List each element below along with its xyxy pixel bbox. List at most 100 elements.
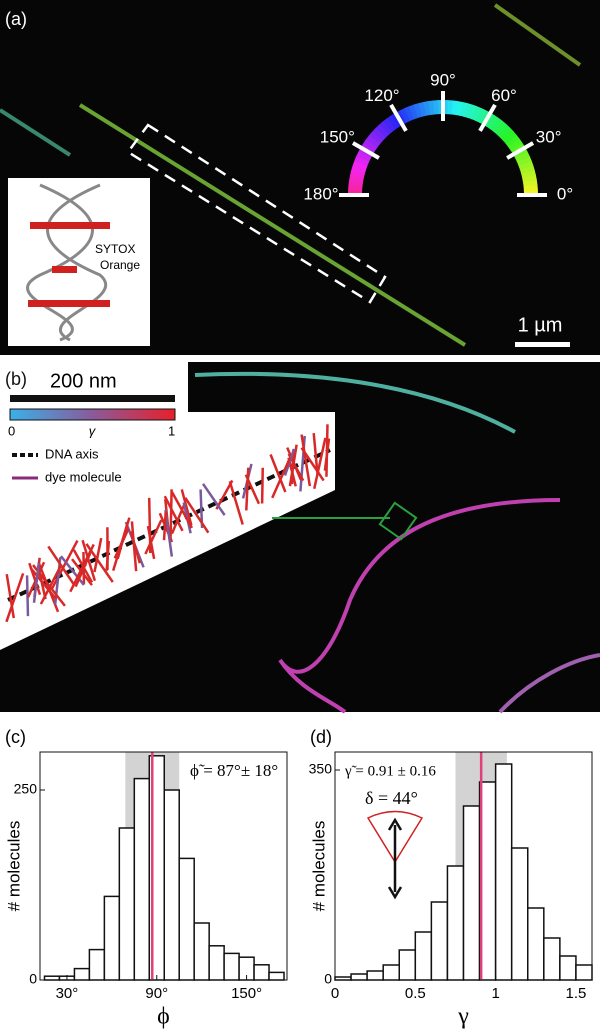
scale-bar xyxy=(515,342,570,347)
wheel-segment xyxy=(486,114,499,130)
wheel-segment xyxy=(496,123,511,138)
dye-stick xyxy=(39,564,63,605)
x-tick-label: 0 xyxy=(331,985,339,1002)
bar xyxy=(382,964,400,981)
axes xyxy=(334,751,593,981)
wheel-segment xyxy=(349,170,365,179)
wheel-segment xyxy=(475,107,487,123)
wheel-tick xyxy=(506,141,535,160)
panel-label: (a) xyxy=(5,9,27,29)
wheel-segment xyxy=(521,169,536,179)
wheel-segment xyxy=(522,174,537,183)
wheel-segment xyxy=(351,165,366,175)
legend-label: DNA axis xyxy=(45,446,99,461)
arrowheads xyxy=(387,817,403,900)
dye-stick xyxy=(286,447,302,481)
dye-stick xyxy=(312,433,319,474)
y-tick-label: 350 xyxy=(309,761,333,777)
wheel-segment xyxy=(368,131,383,145)
dye-stick xyxy=(32,562,41,603)
dye-stick xyxy=(50,539,79,590)
angle-label: 90° xyxy=(430,70,456,89)
wheel-tick xyxy=(351,141,380,160)
angle-wheel: 0° 30° 60° 90° 120° 150° 180° xyxy=(303,70,573,203)
bar xyxy=(430,901,449,981)
dye-stick xyxy=(129,531,142,564)
dna-strand xyxy=(194,371,516,434)
angle-label: 150° xyxy=(320,127,355,146)
wheel-segment xyxy=(422,101,431,116)
dye-stick xyxy=(93,537,103,573)
dye-stick xyxy=(228,480,244,525)
dye-stick xyxy=(111,517,131,572)
wheel-segment xyxy=(499,127,514,141)
dye-stick xyxy=(260,467,264,504)
dye-stick xyxy=(28,562,42,596)
selection-box xyxy=(126,123,387,304)
panel-label: (b) xyxy=(5,369,27,389)
wheel-segment xyxy=(403,106,415,122)
colorbar xyxy=(9,408,176,421)
dna-axis xyxy=(7,448,331,602)
bar xyxy=(193,922,210,981)
wheel-segment xyxy=(463,103,473,118)
wheel-segment xyxy=(354,156,370,167)
wheel-segment xyxy=(412,103,423,119)
scale-label: 1 µm xyxy=(518,314,563,336)
legend-label: dye molecule xyxy=(45,469,122,484)
wheel-segment xyxy=(399,108,411,124)
bar xyxy=(366,970,384,981)
bar xyxy=(163,789,180,981)
dye-stick xyxy=(215,479,234,510)
dye-stick xyxy=(81,539,97,582)
dye-stick xyxy=(300,434,312,487)
y-axis-label: # molecules xyxy=(309,821,328,912)
wheel-tick xyxy=(478,103,497,132)
inset-label: SYTOX Orange xyxy=(95,242,140,272)
dye-stick xyxy=(288,444,298,487)
bar xyxy=(43,975,61,981)
dna-strand xyxy=(278,498,561,714)
dye-stick xyxy=(5,572,25,623)
scale-label: 200 nm xyxy=(50,370,117,392)
bar xyxy=(559,955,577,981)
dye-stick xyxy=(170,491,194,529)
wheel-segment xyxy=(378,121,393,136)
dye-sticks xyxy=(5,424,331,623)
bar xyxy=(527,907,545,981)
y-tick-label: 0 xyxy=(324,971,332,987)
wheel-segment xyxy=(467,104,478,120)
bar xyxy=(462,805,481,981)
wheel-tick xyxy=(389,103,408,132)
angle-label: 120° xyxy=(364,86,399,105)
dye-stick xyxy=(5,574,16,619)
wheel-segment xyxy=(348,180,364,188)
dye-stick xyxy=(201,483,226,516)
bar xyxy=(178,857,195,981)
x-tick-label: 90° xyxy=(145,985,168,1002)
zoom-box xyxy=(378,501,418,541)
bar xyxy=(88,948,106,981)
x-axis-label: ϕ xyxy=(157,1004,170,1030)
x-tick-label: 30° xyxy=(56,985,79,1002)
cone xyxy=(366,810,424,864)
bar xyxy=(268,971,285,981)
bar xyxy=(253,964,270,981)
dye-stick xyxy=(180,489,193,526)
bar xyxy=(543,937,561,981)
bar xyxy=(73,967,91,981)
bar xyxy=(398,949,417,981)
wheel-segment xyxy=(450,100,458,116)
panel-label: (d) xyxy=(310,727,332,747)
dna-strand xyxy=(78,103,467,347)
wheel-segment xyxy=(355,151,371,163)
angle-label: 60° xyxy=(491,86,517,105)
bar xyxy=(414,931,433,981)
bar xyxy=(350,973,368,981)
scale-bar xyxy=(10,395,175,402)
wheel-segment xyxy=(386,115,399,130)
wheel-segment xyxy=(516,155,532,167)
wheel-segment xyxy=(505,134,520,148)
helix xyxy=(26,183,108,342)
dye-stick xyxy=(245,467,250,511)
